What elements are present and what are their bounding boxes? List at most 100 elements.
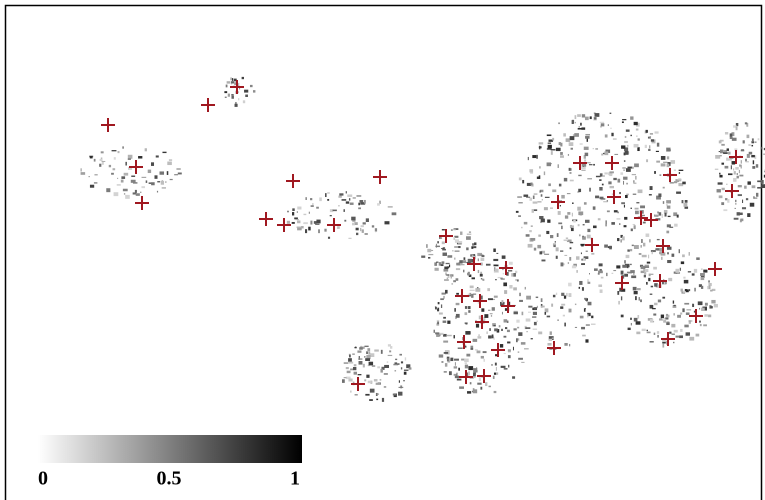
speck [348, 379, 352, 382]
speck [372, 225, 374, 227]
speck [297, 228, 302, 230]
speck [487, 288, 490, 291]
speck [585, 117, 589, 121]
speck [600, 289, 603, 292]
speck [358, 358, 362, 359]
speck [642, 329, 646, 331]
speck [752, 185, 756, 188]
speck [369, 362, 373, 366]
speck [607, 210, 610, 212]
speck [551, 151, 553, 155]
speck [533, 201, 538, 203]
speck [441, 361, 443, 363]
speck [476, 324, 479, 328]
speck [601, 277, 604, 279]
speck [528, 306, 532, 308]
speck [526, 234, 530, 236]
speck [584, 308, 586, 309]
speck [509, 262, 513, 265]
speck [465, 312, 468, 315]
speck [679, 170, 684, 171]
speck [94, 174, 97, 175]
speck [719, 140, 722, 143]
speck [654, 214, 655, 216]
speck [727, 199, 729, 203]
speck [586, 251, 588, 252]
speck [661, 257, 663, 260]
speck [500, 278, 503, 279]
speck [125, 162, 126, 166]
speck [635, 176, 636, 180]
speck [545, 197, 550, 198]
speck [674, 224, 678, 227]
speck [696, 257, 700, 260]
speck [399, 380, 400, 382]
speck [672, 334, 675, 335]
speck [635, 208, 639, 210]
speck [734, 218, 739, 220]
speck [338, 196, 341, 198]
speck [609, 171, 613, 173]
speck [516, 338, 517, 342]
speck [468, 306, 471, 309]
speck [333, 210, 337, 212]
speck [698, 301, 703, 305]
speck [634, 163, 639, 167]
speck [750, 203, 754, 207]
speck [668, 278, 672, 281]
speck [637, 288, 641, 290]
speck [634, 291, 638, 294]
speck [388, 355, 393, 356]
speck [362, 229, 364, 233]
speck [741, 160, 742, 163]
speck [243, 100, 245, 103]
speck [720, 150, 723, 154]
speck [612, 273, 614, 274]
speck [561, 262, 564, 266]
speck [533, 312, 537, 315]
speck [630, 318, 632, 320]
speck [470, 382, 472, 384]
speck [517, 196, 522, 198]
speck [473, 370, 477, 373]
speck [464, 359, 469, 362]
speck [608, 124, 609, 126]
speck [503, 273, 504, 274]
speck [614, 154, 618, 155]
speck [529, 169, 533, 172]
speck [245, 95, 248, 97]
speck [628, 328, 631, 330]
speck [444, 352, 448, 354]
speck [620, 172, 623, 174]
speck [578, 211, 583, 215]
speck [125, 195, 130, 199]
speck [547, 219, 550, 222]
speck [235, 104, 238, 107]
speck [547, 134, 552, 136]
speck [674, 169, 676, 171]
speck [354, 372, 357, 375]
speck [652, 252, 653, 255]
speck [297, 207, 301, 210]
speck [437, 322, 438, 324]
speck [606, 220, 607, 224]
speck [575, 122, 576, 123]
speck [556, 247, 559, 251]
speck [458, 246, 460, 248]
speck [473, 373, 476, 377]
speck [485, 382, 487, 386]
speck [708, 315, 711, 318]
speck [648, 149, 650, 151]
speck [700, 273, 705, 276]
speck [445, 290, 448, 294]
speck [585, 136, 589, 139]
speck [493, 376, 495, 379]
speck [653, 267, 657, 270]
speck [404, 372, 407, 375]
speck [111, 173, 114, 175]
speck [633, 224, 635, 225]
speck [624, 141, 628, 143]
speck [662, 318, 665, 320]
speck [754, 197, 758, 198]
speck [473, 246, 476, 248]
